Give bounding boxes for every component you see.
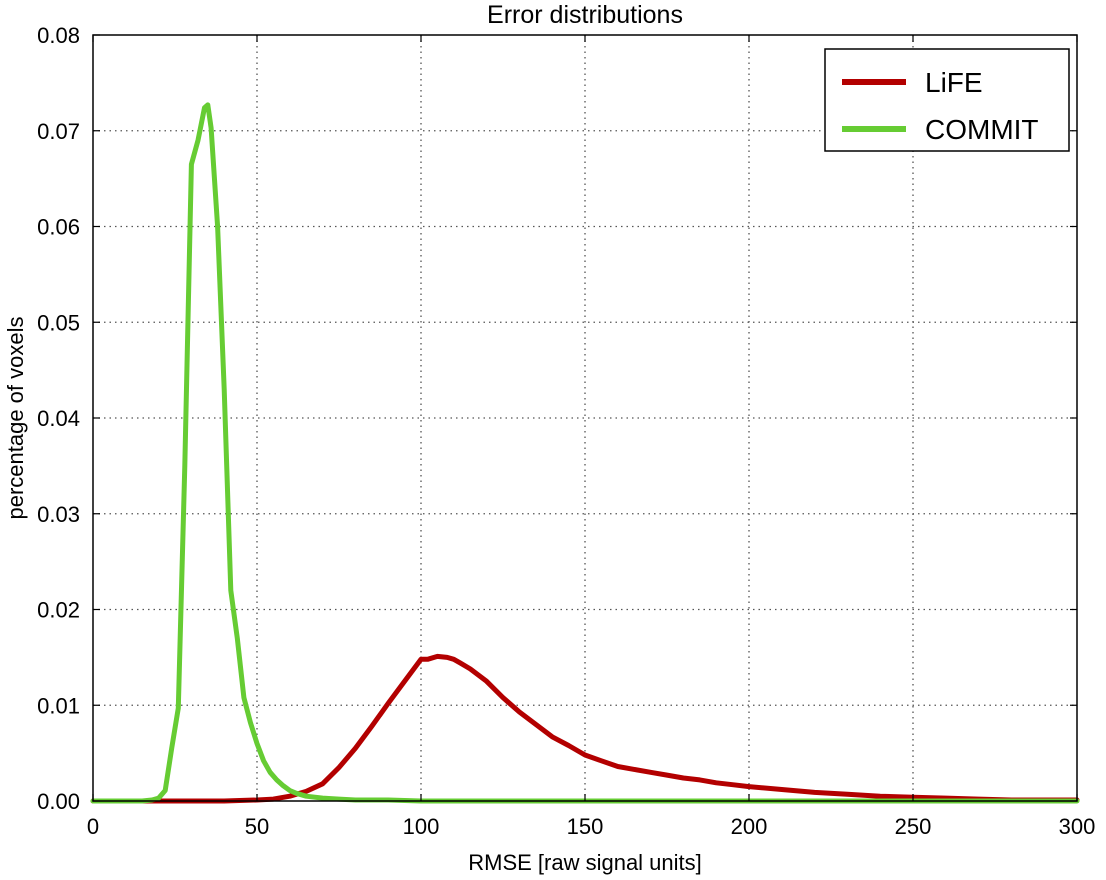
legend-label-life: LiFE [925,67,983,98]
x-tick-label: 250 [895,814,932,839]
legend-label-commit: COMMIT [925,114,1039,145]
x-tick-label: 150 [567,814,604,839]
y-axis-label: percentage of voxels [3,316,28,519]
series-layer [90,102,1080,804]
chart-title: Error distributions [487,1,683,29]
x-tick-label: 100 [403,814,440,839]
legend-box [824,48,1070,152]
x-tick-label: 50 [245,814,269,839]
y-tick-label: 0.05 [37,310,80,335]
y-tick-label: 0.07 [37,119,80,144]
x-tick-label: 0 [87,814,99,839]
series-line-commit [90,102,1080,804]
series-line-life [90,653,1080,804]
y-tick-label: 0.04 [37,406,80,431]
y-tick-label: 0.08 [37,23,80,48]
y-tick-label: 0.00 [37,789,80,814]
x-tick-label: 300 [1059,814,1096,839]
legend: LiFE COMMIT [824,48,1070,152]
x-axis-label: RMSE [raw signal units] [468,850,702,875]
ticks-layer: 0 50 100 150 200 250 300 0.00 0.01 0.02 0.03 0.04 0.… [37,23,1095,839]
y-tick-label: 0.02 [37,598,80,623]
y-tick-label: 0.01 [37,693,80,718]
y-tick-label: 0.03 [37,502,80,527]
x-tick-label: 200 [731,814,768,839]
y-tick-label: 0.06 [37,215,80,240]
